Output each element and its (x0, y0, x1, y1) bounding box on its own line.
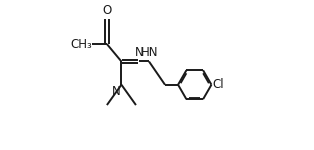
Text: O: O (102, 4, 111, 17)
Text: CH₃: CH₃ (70, 38, 92, 51)
Text: HN: HN (141, 46, 159, 59)
Text: Cl: Cl (212, 78, 224, 91)
Text: N: N (135, 46, 144, 59)
Text: N: N (112, 85, 121, 98)
